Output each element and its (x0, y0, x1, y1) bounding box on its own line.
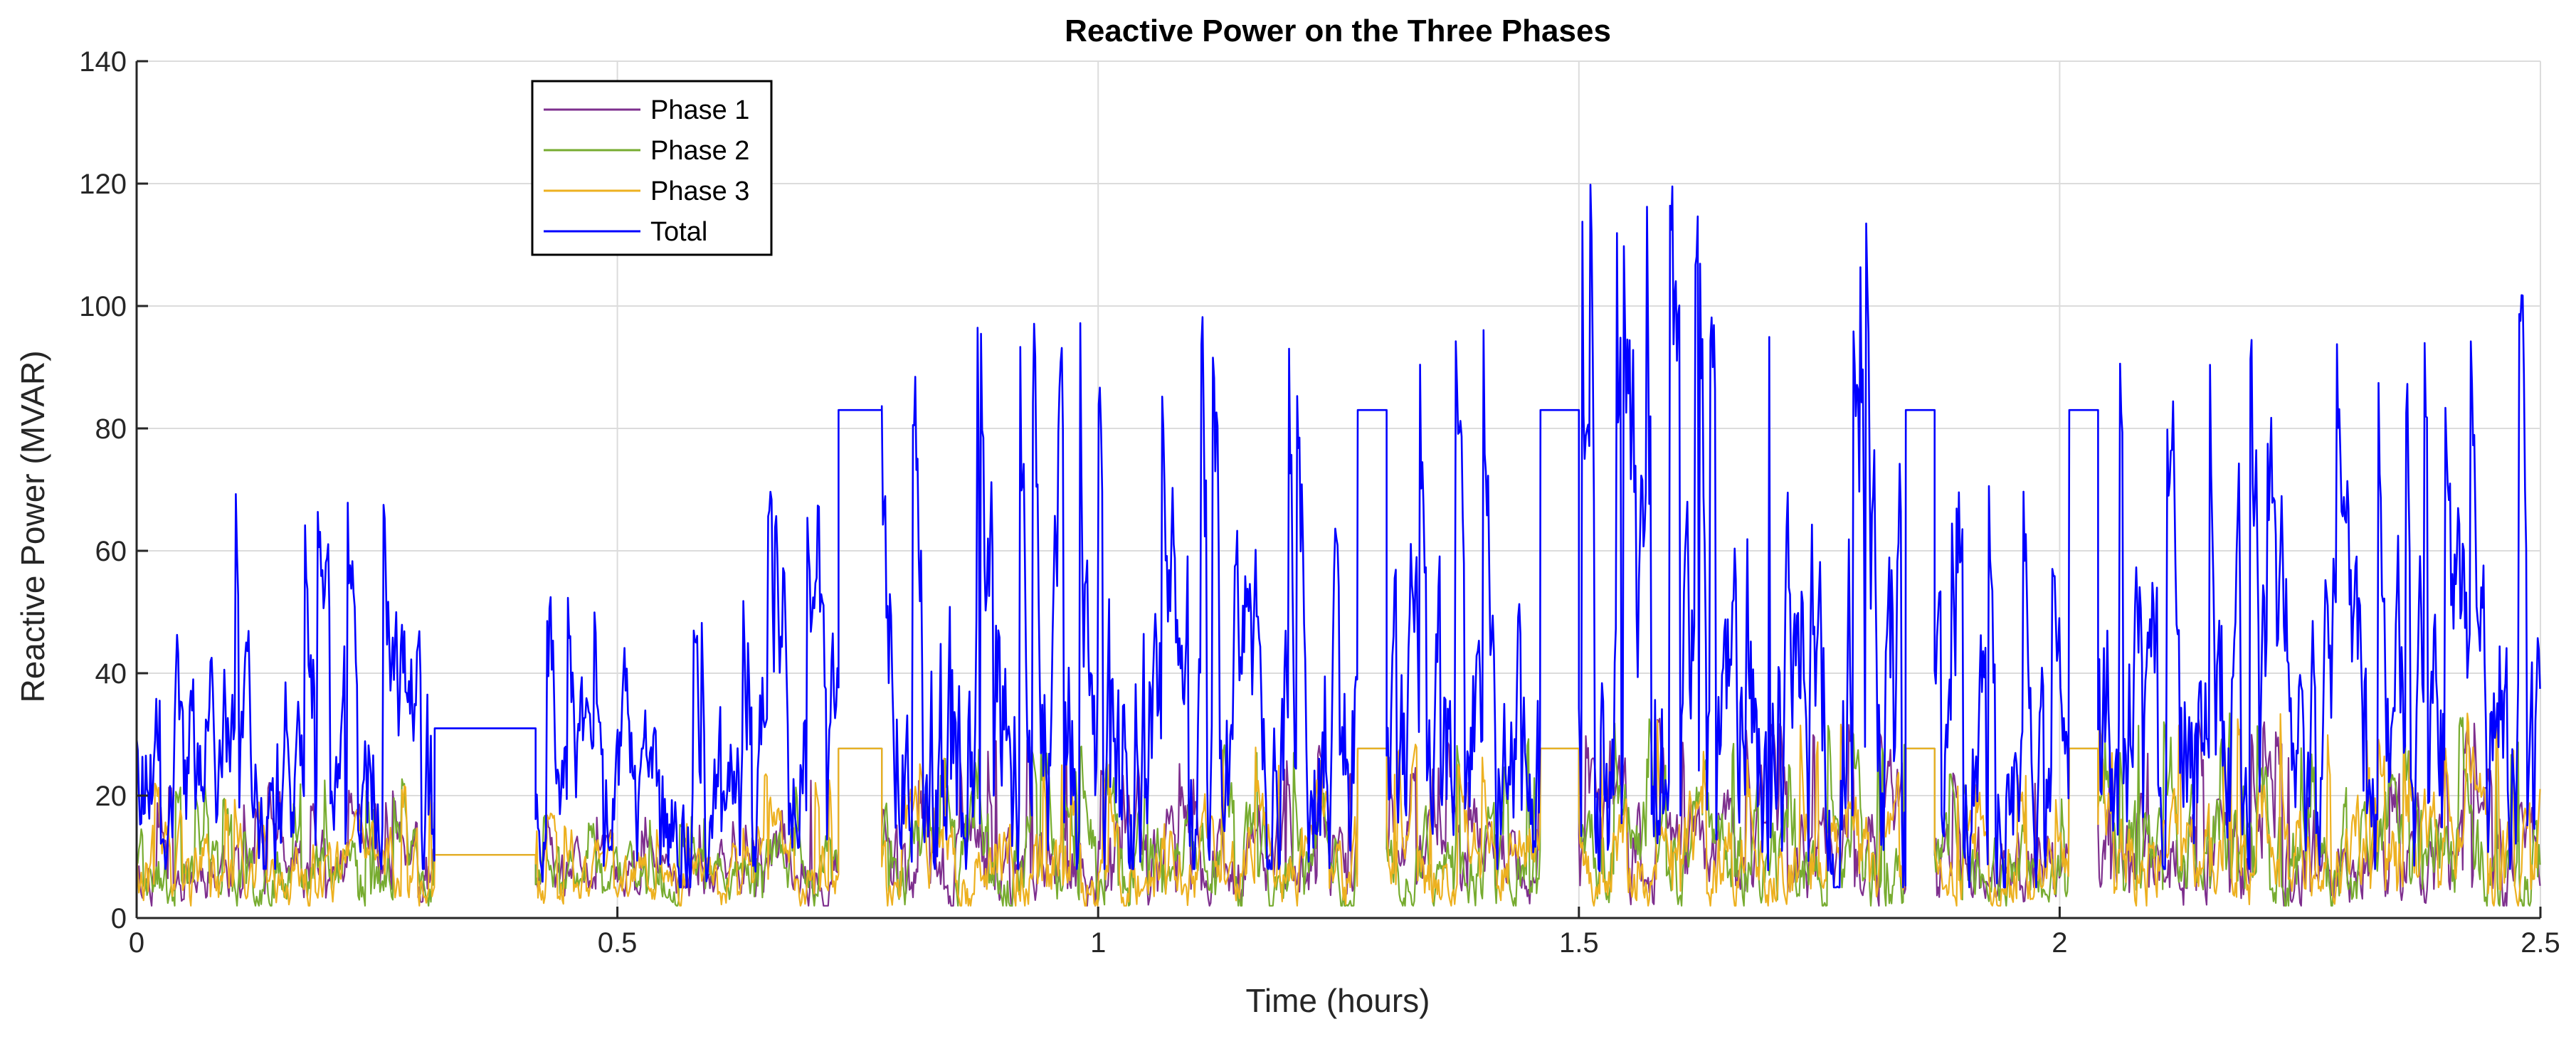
series-line-phase-1 (135, 717, 2541, 907)
plot-lines (135, 184, 2541, 907)
series-line-total (135, 184, 2541, 889)
y-tick-label: 60 (95, 536, 127, 567)
legend-label: Phase 1 (650, 95, 749, 125)
legend: Phase 1 Phase 2 Phase 3 Total (531, 80, 773, 256)
y-tick-label: 0 (111, 903, 127, 934)
axes (135, 61, 2540, 919)
x-tick-label: 2 (2052, 927, 2067, 959)
y-tick-label: 20 (95, 781, 127, 812)
grid (136, 60, 2541, 919)
x-tick-label: 1 (1090, 927, 1106, 959)
series-line-phase-2 (136, 712, 2541, 907)
legend-label: Total (650, 217, 707, 247)
y-tick-label: 140 (79, 46, 127, 78)
y-tick-label: 120 (79, 169, 127, 200)
x-tick-label: 2.5 (2520, 927, 2560, 959)
y-tick-label: 40 (95, 658, 127, 690)
y-tick-label: 100 (79, 291, 127, 322)
legend-label: Phase 3 (650, 176, 749, 206)
x-tick-label: 1.5 (1559, 927, 1599, 959)
x-axis-label: Time (hours) (1246, 982, 1430, 1019)
chart-title: Reactive Power on the Three Phases (1065, 14, 1611, 48)
x-tick-label: 0 (129, 927, 144, 959)
x-tick-label: 0.5 (598, 927, 638, 959)
legend-label: Phase 2 (650, 136, 749, 166)
y-tick-label: 80 (95, 413, 127, 445)
x-axis-ticks: 0 0.5 1 1.5 2 2.5 (129, 907, 2560, 959)
series-line-phase-3 (135, 712, 2541, 907)
y-axis-ticks: 0 20 40 60 80 100 120 140 (79, 46, 148, 934)
y-axis-label: Reactive Power (MVAR) (14, 350, 51, 702)
